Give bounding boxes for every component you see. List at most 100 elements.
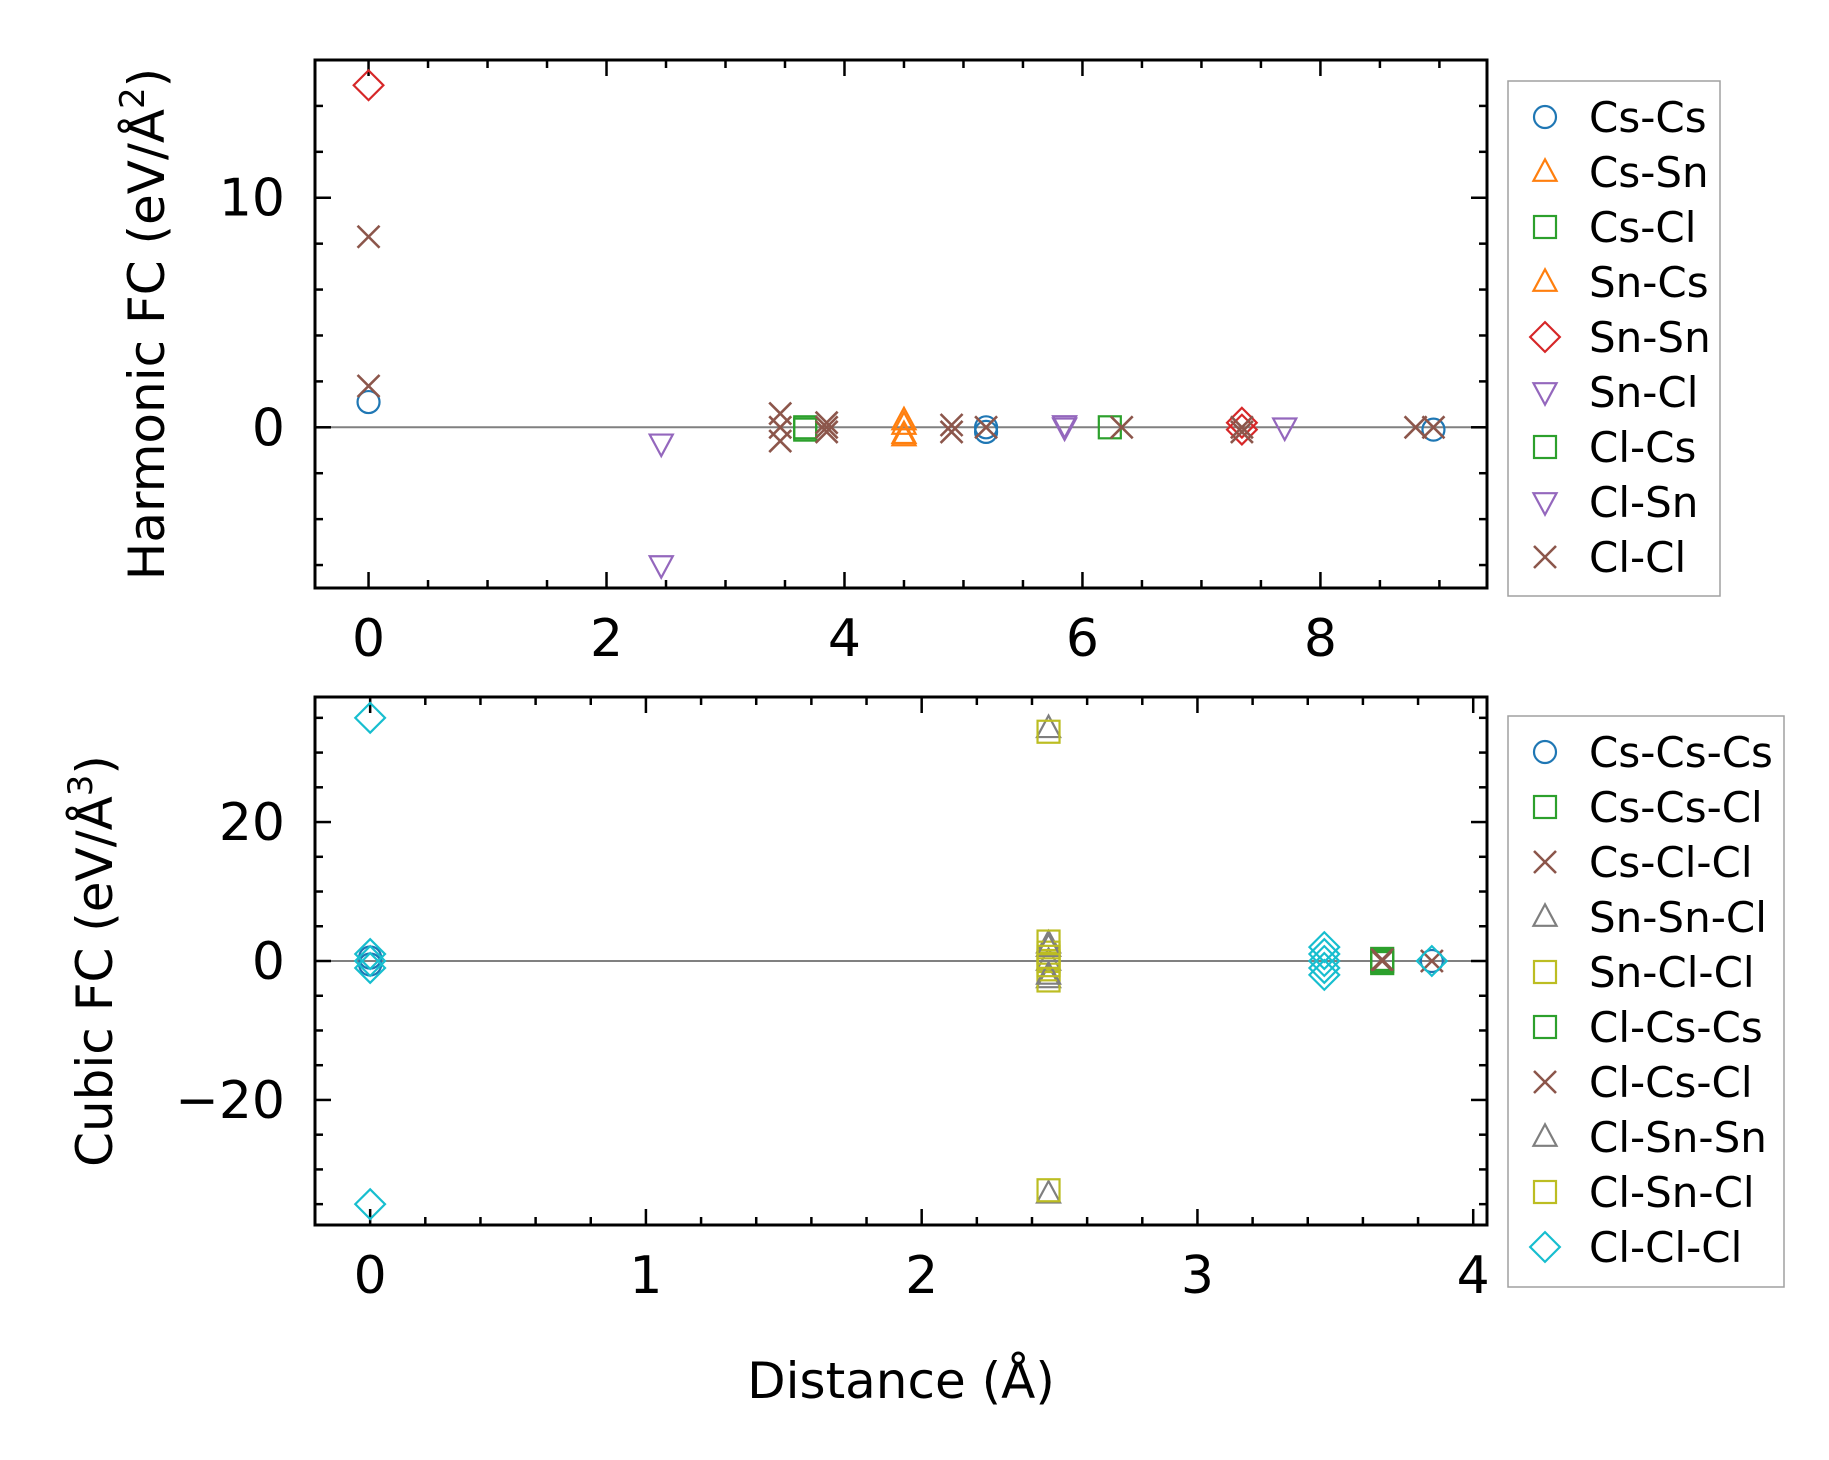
cubic-legend-label-cs-cl-cl: Cs-Cl-Cl bbox=[1589, 838, 1753, 887]
cubic-legend-box bbox=[1507, 715, 1785, 1288]
cubic-legend-marker-sn-sn-cl bbox=[1531, 902, 1559, 927]
harmonic-x-tick-label: 6 bbox=[1066, 609, 1099, 669]
harmonic-point-cl-sn bbox=[1051, 415, 1078, 440]
harmonic-point-cl-cl bbox=[814, 419, 839, 444]
cubic-point-cl-cl-cl bbox=[353, 944, 387, 978]
cubic-legend-items: Cs-Cs-Cs Cs-Cs-Cl Cs-Cl-Cl Sn-Sn-Cl Sn-Cl-Cl… bbox=[1528, 728, 1773, 1272]
cubic-point-cl-cl-cl bbox=[1307, 958, 1341, 992]
harmonic-point-cs-cs bbox=[1421, 417, 1446, 442]
cubic-point-sn-cl-cl bbox=[1036, 1178, 1061, 1203]
harmonic-x-tick-label: 8 bbox=[1304, 609, 1337, 669]
harmonic-legend-label-cl-cs: Cl-Cs bbox=[1589, 423, 1696, 472]
harmonic-x-tick-label: 2 bbox=[590, 609, 623, 669]
cubic-x-tick-label: 2 bbox=[905, 1246, 938, 1306]
harmonic-legend-label-cl-sn: Cl-Sn bbox=[1589, 478, 1698, 527]
cubic-point-cl-cl-cl bbox=[353, 951, 387, 985]
harmonic-legend-label-cs-sn: Cs-Sn bbox=[1589, 148, 1709, 197]
harmonic-data-points bbox=[352, 68, 1446, 581]
cubic-legend-marker-cl-cs-cl bbox=[1533, 1070, 1557, 1094]
cubic-legend-marker-cs-cs-cs bbox=[1532, 739, 1558, 765]
harmonic-point-sn-cs bbox=[890, 410, 918, 435]
harmonic-point-sn-sn bbox=[352, 68, 385, 102]
cubic-point-cl-cl-cl bbox=[1307, 951, 1341, 985]
harmonic-point-cs-cl bbox=[793, 417, 818, 442]
harmonic-plot-frame bbox=[313, 58, 1489, 590]
cubic-point-cl-cl-cl bbox=[1307, 930, 1341, 964]
harmonic-legend-marker-sn-cl bbox=[1531, 382, 1559, 407]
harmonic-legend-marker-sn-cs bbox=[1531, 267, 1559, 292]
cubic-point-cl-cs-cs bbox=[1370, 948, 1395, 974]
cubic-legend-label-cl-cs-cs: Cl-Cs-Cs bbox=[1589, 1003, 1763, 1052]
harmonic-y-tick-label: 10 bbox=[219, 169, 285, 229]
harmonic-point-cs-sn bbox=[890, 405, 918, 431]
harmonic-y-tick-labels: 0 10 bbox=[219, 169, 285, 459]
harmonic-point-sn-sn bbox=[1225, 413, 1259, 447]
harmonic-legend-label-sn-cs: Sn-Cs bbox=[1589, 258, 1709, 307]
cubic-point-cl-cl-cl bbox=[1307, 937, 1341, 971]
cubic-panel: 0 1 2 3 4 −20 0 20 Cubic FC (eV/Å3) Distance (… bbox=[61, 695, 1785, 1410]
cubic-x-tick-label: 0 bbox=[354, 1246, 387, 1306]
cubic-point-sn-sn-cl bbox=[1035, 713, 1062, 739]
harmonic-legend-marker-cs-sn bbox=[1531, 157, 1559, 182]
harmonic-x-tick-label: 4 bbox=[828, 609, 861, 669]
harmonic-legend-label-cs-cs: Cs-Cs bbox=[1589, 93, 1707, 142]
cubic-y-axis-title: Cubic FC (eV/Å3) bbox=[61, 755, 124, 1167]
cubic-y-tick-labels: −20 0 20 bbox=[175, 793, 285, 1131]
cubic-x-tick-label: 1 bbox=[629, 1246, 662, 1306]
cubic-point-cl-cs-cl bbox=[1370, 947, 1395, 972]
harmonic-point-cl-cl bbox=[814, 410, 839, 435]
cubic-point-cl-cl-cl bbox=[353, 701, 387, 735]
harmonic-point-sn-cl bbox=[647, 433, 675, 459]
harmonic-point-cl-cl bbox=[939, 419, 964, 444]
cubic-legend-marker-cl-cl-cl bbox=[1528, 1230, 1562, 1264]
harmonic-legend-marker-cs-cs bbox=[1532, 104, 1558, 130]
harmonic-point-cl-cl bbox=[814, 415, 839, 440]
cubic-legend-label-cl-sn-cl: Cl-Sn-Cl bbox=[1589, 1168, 1755, 1217]
harmonic-point-sn-cl bbox=[647, 555, 675, 581]
harmonic-x-tick-label: 0 bbox=[352, 609, 385, 669]
cubic-y-tick-label: 0 bbox=[252, 932, 285, 992]
cubic-x-axis-title: Distance (Å) bbox=[747, 1352, 1055, 1410]
harmonic-legend-marker-cl-sn bbox=[1531, 492, 1559, 517]
harmonic-point-cl-cl bbox=[1229, 419, 1254, 444]
harmonic-legend-label-cl-cl: Cl-Cl bbox=[1589, 533, 1686, 582]
cubic-point-cl-cl-cl bbox=[353, 937, 387, 971]
harmonic-point-cl-cl bbox=[356, 374, 381, 398]
harmonic-legend-label-cs-cl: Cs-Cl bbox=[1589, 203, 1696, 252]
cubic-point-cl-cl-cl bbox=[1415, 944, 1449, 978]
harmonic-legend-marker-sn-sn bbox=[1528, 320, 1562, 354]
cubic-legend-marker-cs-cl-cl bbox=[1533, 850, 1557, 874]
harmonic-ticks bbox=[315, 58, 1487, 588]
cubic-legend-label-sn-cl-cl: Sn-Cl-Cl bbox=[1589, 948, 1755, 997]
cubic-legend-label-cl-cs-cl: Cl-Cs-Cl bbox=[1589, 1058, 1753, 1107]
harmonic-y-tick-label: 0 bbox=[252, 398, 285, 458]
harmonic-legend-items: Cs-Cs Cs-Sn Cs-Cl Sn-Cs Sn-Sn Sn-Cl Cl-Cs Cl-Sn… bbox=[1528, 93, 1711, 582]
cubic-point-cl-sn-cl bbox=[1036, 953, 1061, 978]
harmonic-point-cs-cs bbox=[973, 419, 999, 444]
cubic-point-sn-cl-cl bbox=[1036, 719, 1061, 744]
cubic-legend-marker-sn-cl-cl bbox=[1532, 959, 1558, 985]
harmonic-legend-marker-cl-cs bbox=[1532, 434, 1558, 460]
harmonic-point-sn-cl bbox=[1271, 417, 1299, 443]
cubic-legend-label-sn-sn-cl: Sn-Sn-Cl bbox=[1589, 893, 1767, 942]
cubic-x-tick-label: 3 bbox=[1181, 1246, 1214, 1306]
cubic-legend-marker-cl-sn-cl bbox=[1532, 1179, 1558, 1205]
cubic-legend-marker-cl-sn-sn bbox=[1531, 1122, 1559, 1147]
cubic-data-points bbox=[353, 701, 1449, 1221]
harmonic-point-cl-cl bbox=[1229, 415, 1254, 440]
harmonic-point-cl-cl bbox=[974, 415, 998, 440]
cubic-x-tick-label: 4 bbox=[1457, 1246, 1490, 1306]
harmonic-point-cl-cl bbox=[939, 413, 964, 437]
cubic-legend-label-cs-cs-cl: Cs-Cs-Cl bbox=[1589, 783, 1763, 832]
cubic-legend-label-cl-sn-sn: Cl-Sn-Sn bbox=[1589, 1113, 1767, 1162]
harmonic-panel: 0 2 4 6 8 0 10 Harmonic FC (eV/Å2) Cs-Cs Cs-Sn… bbox=[113, 58, 1721, 669]
cubic-point-cl-cl-cl bbox=[1307, 944, 1341, 978]
cubic-point-cl-sn-sn bbox=[1035, 959, 1062, 985]
cubic-legend-marker-cs-cs-cl bbox=[1532, 794, 1558, 820]
harmonic-legend-marker-cl-cl bbox=[1533, 545, 1557, 569]
cubic-point-cl-cl-cl bbox=[353, 1187, 387, 1221]
harmonic-legend-label-sn-sn: Sn-Sn bbox=[1589, 313, 1711, 362]
harmonic-x-tick-labels: 0 2 4 6 8 bbox=[352, 609, 1337, 669]
harmonic-point-cl-cl bbox=[1109, 415, 1134, 440]
